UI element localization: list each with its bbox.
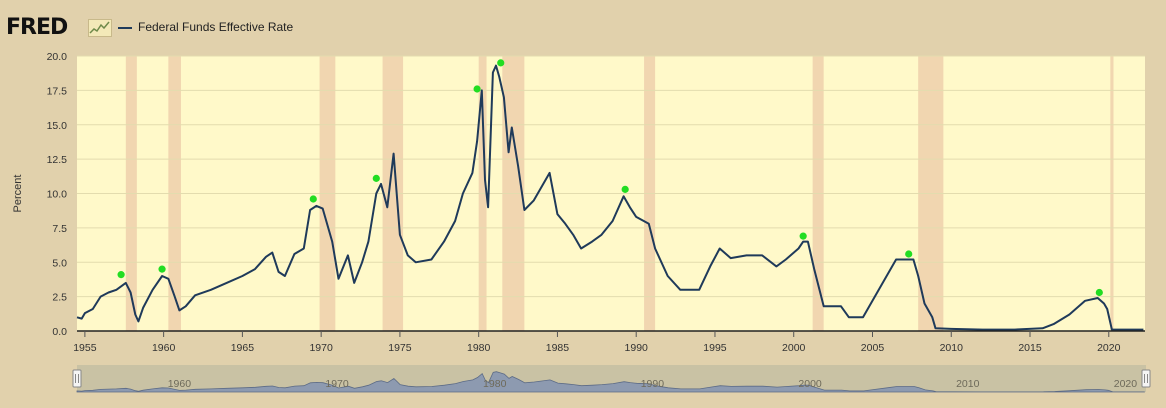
navigator-tick-label: 2010 bbox=[956, 378, 980, 390]
y-tick-label: 0.0 bbox=[52, 326, 67, 338]
range-handle-icon bbox=[1141, 369, 1151, 388]
y-tick-label: 20.0 bbox=[47, 51, 68, 63]
y-tick-label: 5.0 bbox=[52, 257, 67, 269]
legend-series-label: Federal Funds Effective Rate bbox=[138, 20, 294, 34]
x-tick-label: 1965 bbox=[231, 342, 255, 354]
x-tick-label: 2000 bbox=[782, 342, 806, 354]
peak-marker[interactable] bbox=[372, 174, 380, 182]
y-tick-label: 10.0 bbox=[47, 189, 68, 201]
y-axis-label: Percent bbox=[12, 175, 24, 213]
navigator-tick-label: 2000 bbox=[798, 378, 822, 390]
x-tick-label: 2015 bbox=[1018, 342, 1042, 354]
legend-line-swatch bbox=[118, 27, 132, 29]
navigator-tick-label: 2020 bbox=[1114, 378, 1138, 390]
navigator-series-area bbox=[76, 371, 1145, 393]
x-tick-label: 1980 bbox=[467, 342, 491, 354]
line-chart-icon bbox=[88, 19, 112, 37]
navigator-tick-label: 1990 bbox=[641, 378, 665, 390]
y-tick-label: 15.0 bbox=[47, 120, 68, 132]
range-handle-icon bbox=[72, 369, 82, 388]
peak-marker[interactable] bbox=[905, 250, 913, 258]
y-tick-label: 2.5 bbox=[52, 292, 67, 304]
peak-marker[interactable] bbox=[117, 271, 125, 279]
x-tick-label: 1985 bbox=[546, 342, 570, 354]
x-tick-label: 2010 bbox=[940, 342, 964, 354]
navigator-tick-label: 1960 bbox=[168, 378, 192, 390]
navigator-handle-left[interactable] bbox=[72, 369, 82, 388]
x-tick-label: 2020 bbox=[1097, 342, 1121, 354]
x-tick-label: 1990 bbox=[625, 342, 649, 354]
navigator-tick-label: 1980 bbox=[483, 378, 507, 390]
x-tick-label: 1975 bbox=[388, 342, 412, 354]
peak-marker[interactable] bbox=[497, 59, 505, 67]
peak-marker[interactable] bbox=[621, 185, 629, 193]
series-line-fed-funds-rate bbox=[76, 64, 1144, 331]
y-tick-label: 7.5 bbox=[52, 223, 67, 235]
chart-header: FRED Federal Funds Effective Rate bbox=[0, 0, 1166, 50]
peak-marker[interactable] bbox=[799, 232, 807, 240]
peak-marker[interactable] bbox=[158, 265, 166, 273]
y-tick-label: 12.5 bbox=[47, 154, 68, 166]
peak-marker[interactable] bbox=[473, 85, 481, 93]
x-tick-label: 2005 bbox=[861, 342, 885, 354]
y-tick-label: 17.5 bbox=[47, 85, 68, 97]
peak-marker[interactable] bbox=[309, 195, 317, 203]
x-tick-label: 1970 bbox=[309, 342, 333, 354]
x-tick-label: 1995 bbox=[703, 342, 727, 354]
x-tick-label: 1955 bbox=[73, 342, 97, 354]
fred-logo[interactable]: FRED bbox=[6, 15, 68, 40]
peak-marker[interactable] bbox=[1095, 288, 1103, 297]
x-tick-label: 1960 bbox=[152, 342, 176, 354]
navigator-tick-label: 1970 bbox=[325, 378, 349, 390]
navigator-handle-right[interactable] bbox=[1141, 369, 1151, 388]
